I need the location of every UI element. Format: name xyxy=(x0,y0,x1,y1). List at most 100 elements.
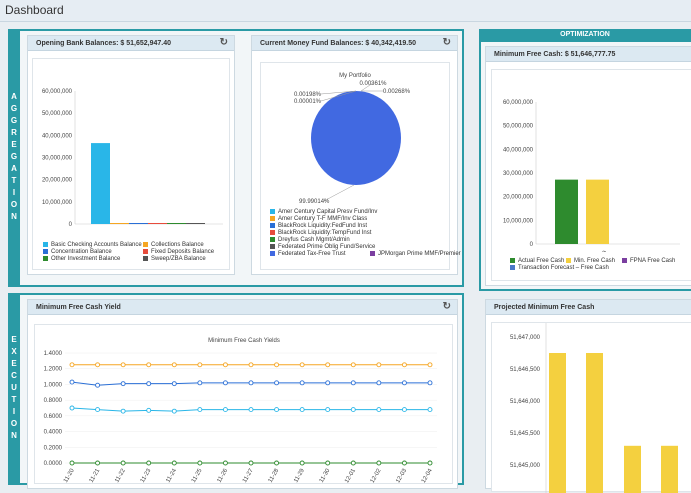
chart-title: My Portfolio xyxy=(339,73,371,79)
x-tick-label: 12-04 xyxy=(421,467,434,484)
data-point xyxy=(427,362,433,368)
chart-legend: Amer Century Capital Presv Fund/Inv Amer … xyxy=(270,209,461,269)
data-point xyxy=(299,362,305,368)
legend-item[interactable]: BlackRock Liquidity:FedFund Inst xyxy=(270,223,367,229)
data-point xyxy=(197,380,203,386)
data-point xyxy=(350,460,356,466)
legend-item[interactable]: Other Investment Balance xyxy=(43,256,120,262)
refresh-icon[interactable]: ↻ xyxy=(442,301,451,312)
legend-swatch xyxy=(270,209,275,214)
x-tick-label: 11-22 xyxy=(114,467,127,483)
legend-item[interactable]: Federated Tax-Free Trust xyxy=(270,251,346,257)
legend-item[interactable]: Collections Balance xyxy=(143,242,204,248)
slice-leader-line xyxy=(323,184,355,202)
panel-value: $ 51,652,947.40 xyxy=(120,40,172,47)
legend-item[interactable]: Federated Prime Oblig Fund/Service xyxy=(270,244,375,250)
min-free-cash-panel: Minimum Free Cash: $ 51,646,777.75 0 10,0… xyxy=(485,46,691,286)
panel-value: $ 51,646,777.75 xyxy=(564,51,616,58)
data-point xyxy=(401,380,407,386)
data-point xyxy=(95,362,101,368)
bar xyxy=(186,223,205,224)
data-point xyxy=(69,379,75,385)
y-tick-label: 0.6000 xyxy=(44,414,63,420)
data-point xyxy=(401,407,407,413)
legend-swatch xyxy=(143,256,148,261)
legend-swatch xyxy=(622,258,627,263)
y-tick-label: 0 xyxy=(69,222,73,228)
data-point xyxy=(350,362,356,368)
legend-swatch xyxy=(143,242,148,247)
data-point xyxy=(427,460,433,466)
data-point xyxy=(95,382,101,388)
data-point xyxy=(376,380,382,386)
legend-item[interactable]: Actual Free Cash xyxy=(510,258,564,264)
y-tick-label: 60,000,000 xyxy=(503,100,534,106)
panel-header: Minimum Free Cash Yield xyxy=(28,300,457,315)
legend-label: Amer Century Capital Presv Fund/Inv xyxy=(278,209,378,216)
data-point xyxy=(120,408,126,414)
y-tick-label: 50,000,000 xyxy=(503,124,534,130)
bar xyxy=(129,223,148,224)
x-tick-label: 11-30 xyxy=(319,467,332,483)
legend-swatch xyxy=(510,258,515,263)
y-tick-label: 1.2000 xyxy=(44,367,63,373)
legend-label: Min. Free Cash xyxy=(574,258,616,265)
x-tick-label: 11/27/2019 xyxy=(589,249,609,252)
data-point xyxy=(325,362,331,368)
legend-item[interactable]: Min. Free Cash xyxy=(566,258,615,264)
refresh-icon[interactable]: ↻ xyxy=(442,37,451,48)
slice-leader-line xyxy=(360,82,374,92)
x-tick-label: 11-23 xyxy=(140,467,153,483)
optimization-label: OPTIMIZATION xyxy=(479,29,691,42)
chart-title: Minimum Free Cash Yields xyxy=(208,338,280,344)
data-point xyxy=(274,460,280,466)
chart-box: 0 10,000,000 20,000,000 30,000,000 40,000,00… xyxy=(32,58,230,270)
x-tick-label: 11-26 xyxy=(217,467,230,483)
chart-legend: Actual Free Cash Min. Free Cash FPNA Free … xyxy=(510,258,690,282)
legend-item[interactable]: Amer Century Capital Presv Fund/Inv xyxy=(270,209,377,215)
y-tick-label: 0.0000 xyxy=(44,461,63,467)
legend-label: BlackRock Liquidity:FedFund Inst xyxy=(278,223,368,230)
legend-label: Other Investment Balance xyxy=(51,256,121,263)
y-tick-label: 51,647,000 xyxy=(510,335,541,341)
y-tick-label: 10,000,000 xyxy=(42,200,73,206)
legend-label: Federated Prime Oblig Fund/Service xyxy=(278,244,376,251)
data-point xyxy=(376,460,382,466)
page-title: Dashboard xyxy=(5,3,64,17)
panel-header: Projected Minimum Free Cash xyxy=(486,300,691,315)
legend-label: Basic Checking Accounts Balance xyxy=(51,242,142,249)
data-point xyxy=(248,362,254,368)
data-point xyxy=(248,460,254,466)
legend-item[interactable]: JPMorgan Prime MMF/Premier xyxy=(370,251,461,257)
x-tick-label: 11-21 xyxy=(89,467,102,483)
data-point xyxy=(146,381,152,387)
y-tick-label: 51,645,000 xyxy=(510,463,541,469)
legend-item[interactable]: Basic Checking Accounts Balance xyxy=(43,242,142,248)
legend-label: Concentration Balance xyxy=(51,249,112,256)
x-tick-label: 11-25 xyxy=(191,467,204,483)
legend-swatch xyxy=(510,265,515,270)
legend-label: JPMorgan Prime MMF/Premier xyxy=(378,251,461,258)
legend-item[interactable]: Concentration Balance xyxy=(43,249,112,255)
legend-item[interactable]: Amer Century T-F MMF/Inv Class xyxy=(270,216,367,222)
legend-item[interactable]: Sweep/ZBA Balance xyxy=(143,256,206,262)
data-point xyxy=(95,460,101,466)
data-point xyxy=(427,380,433,386)
data-point xyxy=(376,362,382,368)
legend-item[interactable]: Fixed Deposits Balance xyxy=(143,249,214,255)
y-tick-label: 0.4000 xyxy=(44,430,63,436)
top-bar: Dashboard xyxy=(0,0,691,22)
legend-item[interactable]: Transaction Forecast – Free Cash xyxy=(510,265,609,271)
legend-item[interactable]: Dreyfus Cash Mgmt/Admin xyxy=(270,237,350,243)
panel-title: Minimum Free Cash Yield xyxy=(36,304,121,311)
legend-swatch xyxy=(270,223,275,228)
legend-item[interactable]: BlackRock Liquidity:TempFund Inst xyxy=(270,230,371,236)
bar xyxy=(549,353,566,493)
refresh-icon[interactable]: ↻ xyxy=(219,37,228,48)
data-point xyxy=(69,460,75,466)
bar xyxy=(661,445,678,493)
legend-swatch xyxy=(143,249,148,254)
y-tick-label: 40,000,000 xyxy=(503,147,534,153)
yield-panel: Minimum Free Cash Yield ↻ Minimum Free C… xyxy=(27,299,458,489)
legend-item[interactable]: FPNA Free Cash xyxy=(622,258,675,264)
